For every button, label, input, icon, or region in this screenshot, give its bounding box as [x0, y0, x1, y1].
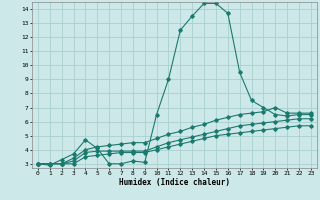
X-axis label: Humidex (Indice chaleur): Humidex (Indice chaleur): [119, 178, 230, 187]
